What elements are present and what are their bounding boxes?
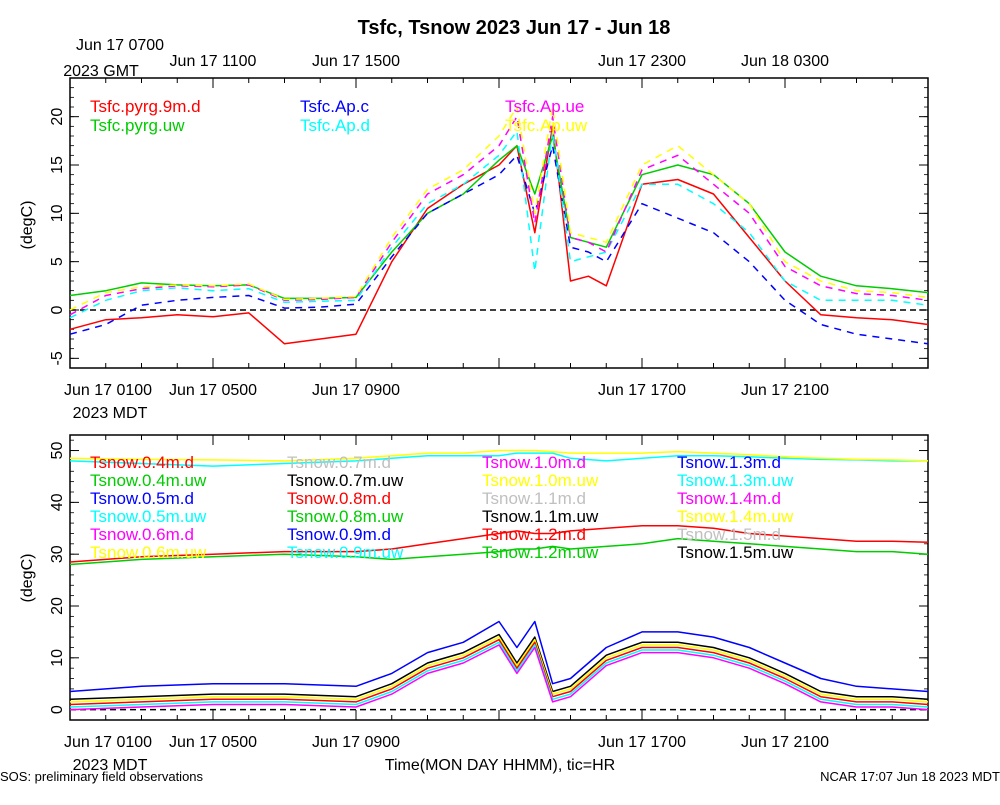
top-time-label: Jun 17 1500: [312, 53, 400, 70]
bottom-time-sublabel: 2023 MDT: [73, 757, 148, 774]
legend-tsnow-1-1m-d: Tsnow.1.1m.d: [482, 489, 586, 508]
legend-tsnow-0-7m-uw: Tsnow.0.7m.uw: [287, 471, 404, 490]
top-time-label: Jun 18 0300: [741, 53, 829, 70]
footer-right: NCAR 17:07 Jun 18 2023 MDT: [820, 769, 1000, 784]
tsnow-ytick-label: 30: [49, 545, 66, 563]
legend-tsnow-0-6m-d: Tsnow.0.6m.d: [90, 525, 194, 544]
legend-tsnow-0-8m-d: Tsnow.0.8m.d: [287, 489, 391, 508]
legend-tsfc-ap-d: Tsfc.Ap.d: [300, 116, 370, 135]
series-tsfc-pyrg-uw: [69, 135, 929, 300]
bottom-time-label: Jun 17 0500: [169, 382, 257, 399]
legend-tsnow-1-4m-d: Tsnow.1.4m.d: [677, 489, 781, 508]
tsfc-axis-ticks: -5 0 5 10 15 20: [49, 77, 929, 369]
bottom-time-label: Jun 17 2100: [741, 734, 829, 751]
tsnow-ytick-label: 10: [49, 649, 66, 667]
legend-tsnow-0-9m-d: Tsnow.0.9m.d: [287, 525, 391, 544]
bottom-time-label: Jun 17 0900: [312, 382, 400, 399]
legend-tsnow-0-5m-d: Tsnow.0.5m.d: [90, 489, 194, 508]
tsfc-ytick-label: 20: [49, 108, 66, 126]
tsnow-ylabel: (degC): [19, 554, 36, 603]
tsnow-ytick-label: 50: [49, 442, 66, 460]
bottom-time-label: Jun 17 2100: [741, 382, 829, 399]
footer-left: SOS: preliminary field observations: [0, 769, 204, 784]
series-tsnow-1-2m-d: [69, 638, 929, 706]
tsfc-plot-frame: [69, 77, 929, 369]
legend-tsnow-1-0m-d: Tsnow.1.0m.d: [482, 453, 586, 472]
series-tsnow-0-7m-d: [69, 452, 928, 467]
bottom-time-label: Jun 17 0100: [64, 734, 152, 751]
tsnow-series: [69, 449, 929, 711]
legend-tsfc-pyrg-uw: Tsfc.pyrg.uw: [90, 116, 185, 135]
legend-tsfc-pyrg-9m-d: Tsfc.pyrg.9m.d: [90, 97, 201, 116]
legend-tsnow-1-2m-uw: Tsnow.1.2m.uw: [482, 543, 599, 562]
legend-tsnow-1-3m-uw: Tsnow.1.3m.uw: [677, 471, 794, 490]
tsnow-ytick-label: 0: [49, 705, 66, 714]
tsnow-ytick-label: 40: [49, 493, 66, 511]
top-time-label: Jun 17 1100: [170, 53, 257, 70]
legend-tsnow-0-8m-uw: Tsnow.0.8m.uw: [287, 507, 404, 526]
tsfc-ylabel: (degC): [19, 201, 36, 250]
legend-tsnow-1-0m-uw: Tsnow.1.0m.uw: [482, 471, 599, 490]
bottom-time-label: Jun 17 1700: [598, 382, 686, 399]
legend-tsfc-ap-uw: Tsfc.Ap.uw: [505, 116, 588, 135]
tsnow-ytick-label: 20: [49, 597, 66, 615]
series-tsnow-1-3m-uw: [69, 641, 929, 708]
series-tsnow-1-3m-d: [69, 620, 929, 693]
legend-tsnow-0-7m-d: Tsnow.0.7m.d: [287, 453, 391, 472]
tsnow-panel: (degC) 0 10 20 30 40 50 Tsnow.0.4m.dTsnow.0.4…: [19, 434, 929, 721]
series-tsnow-1-4m-uw: [69, 636, 929, 703]
legend-tsfc-ap-ue: Tsfc.Ap.ue: [505, 97, 584, 116]
bottom-time-label: Jun 17 0100: [64, 382, 152, 399]
tsfc-ytick-label: 0: [49, 305, 66, 314]
time-axis-labels: Jun 17 0700 2023 GMT Jun 17 1100 Jun 17 150…: [63, 37, 829, 774]
legend-tsnow-0-4m-uw: Tsnow.0.4m.uw: [90, 471, 207, 490]
series-tsfc-ap-uw: [69, 106, 929, 311]
legend-tsnow-1-2m-d: Tsnow.1.2m.d: [482, 525, 586, 544]
series-tsfc-pyrg-9m-d: [69, 125, 929, 345]
tsfc-ytick-label: 5: [49, 257, 66, 266]
bottom-time-label: Jun 17 0500: [169, 734, 257, 751]
chart-title: Tsfc, Tsnow 2023 Jun 17 - Jun 18: [358, 17, 671, 39]
tsfc-panel: (degC) -5 0 5 10 15 20 Tsfc.pyrg.9m.dTsfc.pyr…: [19, 77, 929, 369]
legend-tsnow-1-4m-uw: Tsnow.1.4m.uw: [677, 507, 794, 526]
legend-tsnow-1-5m-d: Tsnow.1.5m.d: [677, 525, 781, 544]
legend-tsnow-0-6m-uw: Tsnow.0.6m.uw: [90, 543, 207, 562]
series-tsnow-0-4m-uw: [69, 537, 929, 566]
series-tsfc-ap-d: [69, 130, 929, 319]
tsfc-series: [69, 106, 929, 345]
series-tsnow-0-8m-d: [69, 524, 929, 563]
series-tsnow-1-4m-d: [69, 644, 929, 711]
legend-tsnow-0-5m-uw: Tsnow.0.5m.uw: [90, 507, 207, 526]
x-axis-label: Time(MON DAY HHMM), tic=HR: [385, 757, 615, 774]
series-tsnow-1-5m-uw: [69, 633, 929, 701]
series-tsfc-ap-c: [69, 144, 929, 345]
series-tsfc-ap-ue: [69, 115, 929, 316]
tsfc-ytick-label: 15: [49, 156, 66, 174]
tsfc-ytick-label: -5: [49, 351, 66, 365]
legend-tsnow-1-3m-d: Tsnow.1.3m.d: [677, 453, 781, 472]
legend-tsnow-1-1m-uw: Tsnow.1.1m.uw: [482, 507, 599, 526]
tsnow-legend: Tsnow.0.4m.dTsnow.0.4m.uwTsnow.0.5m.dTsn…: [90, 453, 794, 562]
tsnow-axis-ticks: 0 10 20 30 40 50: [49, 435, 929, 721]
series-tsnow-1-0m-uw: [69, 449, 929, 462]
bottom-time-label: Jun 17 1700: [598, 734, 686, 751]
top-time-label: Jun 17 0700: [76, 37, 164, 54]
top-time-sublabel: 2023 GMT: [63, 63, 139, 80]
top-time-label: Jun 17 2300: [598, 53, 686, 70]
legend-tsnow-0-4m-d: Tsnow.0.4m.d: [90, 453, 194, 472]
bottom-time-sublabel: 2023 MDT: [73, 405, 148, 422]
bottom-time-label: Jun 17 0900: [312, 734, 400, 751]
legend-tsfc-ap-c: Tsfc.Ap.c: [300, 97, 369, 116]
tsfc-legend: Tsfc.pyrg.9m.dTsfc.pyrg.uwTsfc.Ap.cTsfc.…: [90, 97, 588, 135]
tsfc-ytick-label: 10: [49, 204, 66, 222]
legend-tsnow-0-9m-uw: Tsnow.0.9m.uw: [287, 543, 404, 562]
legend-tsnow-1-5m-uw: Tsnow.1.5m.uw: [677, 543, 794, 562]
